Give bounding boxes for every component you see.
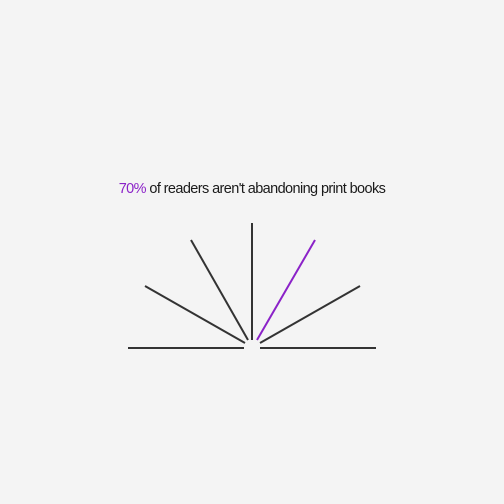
book-page-line-right-low [259,285,361,344]
book-page-line-highlight [256,239,316,341]
headline-text: of readers aren't abandoning print books [145,181,386,197]
headline-percent: 70% [118,181,147,197]
book-page-line-left-low [144,285,246,344]
headline: 70% of readers aren't abandoning print b… [0,181,504,197]
book-page-line-left-high [190,239,249,341]
